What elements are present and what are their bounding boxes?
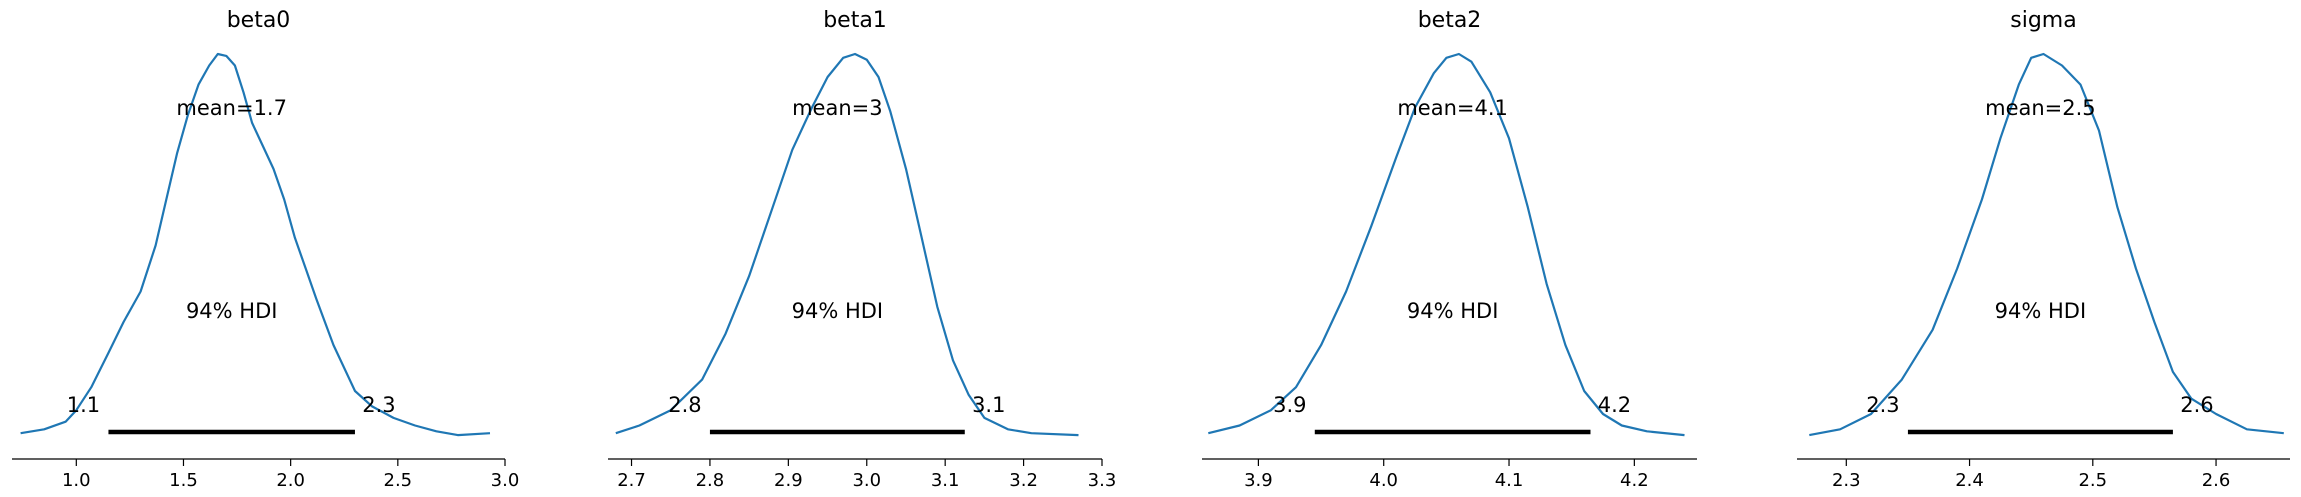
panel-title: beta0	[227, 8, 291, 33]
panel-title: beta2	[1418, 8, 1482, 33]
mean-label: mean=4.1	[1397, 96, 1508, 120]
x-tick-label: 3.0	[491, 470, 520, 491]
x-tick-label: 2.0	[276, 470, 305, 491]
x-tick-label: 4.1	[1495, 470, 1524, 491]
x-tick-label: 1.0	[62, 470, 91, 491]
x-tick-label: 3.3	[1088, 470, 1117, 491]
x-tick-label: 2.5	[384, 470, 413, 491]
x-tick-label: 4.0	[1369, 470, 1398, 491]
x-tick-label: 1.5	[169, 470, 198, 491]
hdi-label: 94% HDI	[186, 299, 278, 323]
x-tick-label: 2.3	[1832, 470, 1861, 491]
hdi-high-label: 2.6	[2180, 393, 2213, 417]
x-tick-label: 3.1	[931, 470, 960, 491]
density-curve	[1809, 52, 2284, 437]
x-tick-label: 3.9	[1244, 470, 1273, 491]
hdi-high-label: 2.3	[362, 393, 395, 417]
hdi-low-label: 1.1	[67, 393, 100, 417]
hdi-low-label: 2.3	[1866, 393, 1899, 417]
panel-title: beta1	[823, 8, 887, 33]
hdi-low-label: 2.8	[668, 393, 701, 417]
x-tick-label: 3.2	[1009, 470, 1038, 491]
hdi-low-label: 3.9	[1273, 393, 1306, 417]
x-tick-label: 2.9	[774, 470, 803, 491]
hdi-high-label: 4.2	[1598, 393, 1631, 417]
x-tick-label: 4.2	[1620, 470, 1649, 491]
panel-sigma: 2.3 2.4 2.5 2.6 sigma mean=2.5 94% HDI 2.3 2.6	[1797, 8, 2290, 491]
panel-beta1: 2.7 2.8 2.9 3.0 3.1 3.2 3.3 beta1 mean=3 94% HDI 2…	[608, 8, 1116, 491]
hdi-label: 94% HDI	[1995, 299, 2087, 323]
hdi-high-label: 3.1	[972, 393, 1005, 417]
density-curve	[1208, 52, 1685, 437]
x-tick-label: 2.6	[2202, 470, 2231, 491]
hdi-label: 94% HDI	[792, 299, 884, 323]
x-tick-label: 2.7	[617, 470, 646, 491]
mean-label: mean=3	[792, 96, 883, 120]
x-tick-label: 2.5	[2078, 470, 2107, 491]
density-curve	[615, 52, 1079, 437]
x-tick-label: 2.4	[1955, 470, 1984, 491]
x-tick-label: 2.8	[696, 470, 725, 491]
hdi-label: 94% HDI	[1407, 299, 1499, 323]
panel-title: sigma	[2010, 8, 2076, 33]
panel-beta0: 1.0 1.5 2.0 2.5 3.0 beta0 mean=1.7 94% HDI 1.1 2.…	[12, 8, 519, 491]
panel-beta2: 3.9 4.0 4.1 4.2 beta2 mean=4.1 94% HDI 3.9 4.2	[1202, 8, 1697, 491]
density-curve	[20, 52, 491, 437]
x-tick-label: 3.0	[852, 470, 881, 491]
mean-label: mean=1.7	[176, 96, 287, 120]
mean-label: mean=2.5	[1985, 96, 2096, 120]
